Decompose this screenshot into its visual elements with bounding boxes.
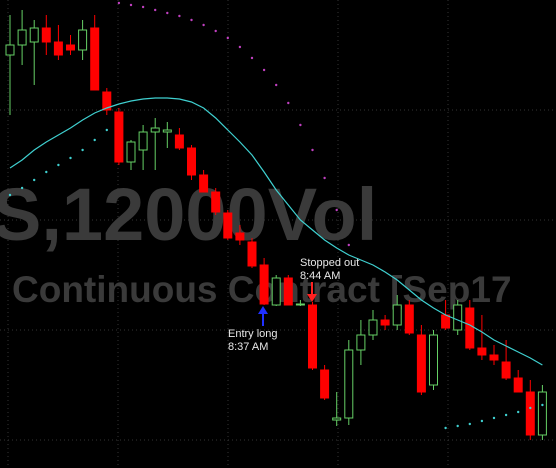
sar-dot: [480, 419, 484, 423]
sar-dot: [214, 29, 217, 33]
sar-dot: [456, 424, 459, 428]
candle-body: [429, 334, 438, 386]
candle-body: [404, 304, 414, 334]
candle-body: [211, 191, 221, 213]
candle-body: [102, 91, 112, 111]
candle-body: [78, 29, 88, 51]
candle-body: [525, 391, 535, 436]
sar-dot: [202, 23, 205, 27]
candle-body: [308, 304, 317, 369]
sar-dot: [250, 56, 254, 60]
candle-body: [489, 354, 499, 361]
entry-arrow-head: [258, 306, 268, 314]
candle-body: [295, 303, 305, 306]
candle-body: [320, 369, 330, 399]
sar-dot: [45, 170, 48, 174]
candle-body: [441, 314, 451, 329]
stop-annotation: Stopped out 8:44 AM: [300, 257, 359, 302]
candle-body: [199, 174, 209, 193]
sar-dot: [517, 410, 520, 414]
sar-dot: [117, 1, 121, 5]
candle-body: [17, 29, 27, 46]
sar-dot: [154, 8, 157, 12]
sar-dot: [287, 101, 290, 105]
sar-dot: [311, 148, 314, 152]
sar-dot: [275, 83, 278, 87]
sar-dot: [8, 193, 12, 197]
sar-dot: [262, 68, 266, 72]
candle-body: [90, 27, 100, 91]
candle-body: [416, 334, 426, 393]
moving-average-line: [9, 97, 543, 366]
sar-dot: [347, 243, 350, 247]
candle-body: [53, 41, 63, 56]
candle-body: [380, 319, 390, 326]
sar-dot: [166, 11, 169, 15]
sar-dot: [468, 422, 471, 426]
candle-body: [344, 349, 354, 419]
sar-dot: [492, 416, 496, 420]
annotation-text: 8:37 AM: [228, 341, 268, 353]
candle-body: [356, 334, 366, 351]
sar-dot: [69, 156, 72, 160]
candle-body: [477, 347, 487, 356]
candle-body: [162, 129, 172, 133]
candle-body: [114, 111, 124, 163]
candle-body: [41, 27, 51, 43]
candle-body: [187, 147, 196, 176]
candle-body: [126, 141, 136, 163]
candle-body: [29, 27, 39, 43]
candle-body: [271, 277, 281, 306]
candle-body: [259, 264, 269, 305]
sar-dot: [226, 36, 229, 40]
annotation-text: 8:44 AM: [300, 270, 340, 282]
candle-body: [453, 304, 463, 331]
candle-body: [247, 241, 257, 267]
sar-dot: [299, 123, 302, 127]
candle-body: [501, 361, 511, 379]
sar-dot: [57, 163, 60, 167]
candle-body: [513, 377, 523, 393]
sar-dot: [541, 403, 544, 407]
candle-body: [223, 212, 233, 239]
plot-area: [5, 1, 547, 440]
sar-dot: [238, 45, 242, 49]
sar-dot: [529, 406, 532, 410]
candle-body: [283, 277, 293, 306]
sar-dot: [20, 186, 24, 190]
candle-body: [537, 391, 547, 436]
watermark: S,12000Vol: [0, 173, 377, 256]
sar-dot: [323, 176, 326, 180]
annotation-text: Entry long: [228, 328, 278, 340]
sar-dot: [141, 5, 145, 9]
sar-dot: [190, 18, 193, 22]
candle-body: [5, 44, 15, 56]
stop-arrow-head: [307, 294, 317, 302]
sar-dot: [105, 128, 109, 132]
sar-dot: [129, 3, 133, 7]
sar-dot: [504, 413, 508, 417]
candle-body: [368, 319, 378, 336]
sar-dot: [444, 426, 447, 430]
candle-body: [392, 304, 402, 326]
sar-dot: [93, 138, 96, 142]
candle-body: [174, 134, 184, 149]
sar-dot: [335, 208, 338, 212]
candle-body: [66, 44, 75, 51]
sar-dot: [178, 14, 181, 18]
candle-body: [150, 127, 160, 133]
candle-body: [332, 417, 342, 421]
candle-body: [235, 232, 245, 241]
sar-dot: [81, 148, 84, 152]
annotation-text: Stopped out: [300, 257, 359, 269]
candle-body: [138, 131, 148, 151]
sar-dot: [33, 178, 36, 182]
entry-annotation: Entry long 8:37 AM: [228, 306, 278, 353]
candle-body: [465, 307, 475, 349]
